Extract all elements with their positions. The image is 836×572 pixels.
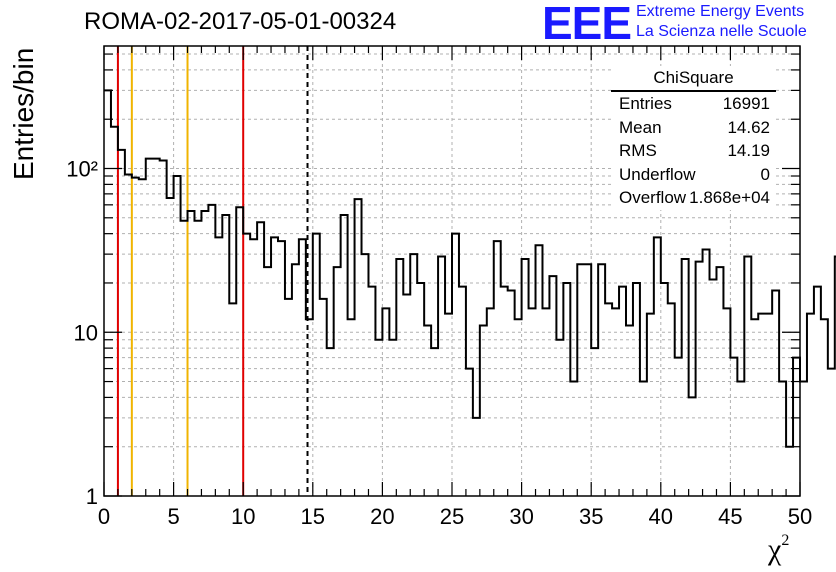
stats-title: ChiSquare: [611, 66, 776, 92]
stats-value: 14.62: [727, 117, 770, 137]
x-axis-label: χ2: [768, 532, 790, 566]
stats-key: Underflow: [619, 164, 696, 184]
stats-row-overflow: Overflow 1.868e+04: [611, 186, 776, 210]
x-tick-label: 5: [167, 504, 179, 529]
axis-tick-labels: 0 5 10 15 20 25 30 35 40 45 50 1 10 10²: [66, 157, 812, 529]
x-tick-label: 20: [370, 504, 394, 529]
stats-key: Entries: [619, 94, 672, 113]
eee-logo: EEE: [542, 0, 632, 49]
stats-key: Mean: [619, 117, 662, 137]
stats-value: 1.868e+04: [689, 188, 770, 207]
x-tick-label: 50: [788, 504, 812, 529]
x-tick-label: 35: [579, 504, 603, 529]
histogram-series: [104, 89, 836, 448]
axis-ticks: [103, 46, 801, 497]
stats-key: Overflow: [619, 188, 687, 207]
grid-lines: [104, 46, 800, 496]
stats-value: 14.19: [727, 141, 770, 160]
x-tick-label: 15: [301, 504, 325, 529]
stats-row-rms: RMS 14.19: [611, 139, 776, 163]
stats-box: ChiSquare Entries 16991 Mean 14.62 RMS 14.1…: [611, 66, 776, 210]
x-tick-label: 30: [509, 504, 533, 529]
stats-row-entries: Entries 16991: [611, 92, 776, 116]
y-tick-label: 10: [74, 320, 98, 345]
x-tick-label: 25: [440, 504, 464, 529]
brand-line-2: La Scienza nelle Scuole: [636, 23, 807, 40]
y-axis-label: Entries/bin: [8, 47, 39, 180]
stats-row-mean: Mean 14.62: [611, 116, 776, 140]
stats-row-underflow: Underflow 0: [611, 163, 776, 187]
x-tick-label: 10: [231, 504, 255, 529]
stats-key: RMS: [619, 141, 657, 160]
stats-value: 16991: [722, 94, 770, 113]
brand-line-1: Extreme Energy Events: [636, 3, 805, 20]
y-tick-label: 10²: [66, 157, 98, 182]
histogram-line: [104, 89, 836, 448]
page-title: ROMA-02-2017-05-01-00324: [84, 8, 397, 35]
x-tick-label: 40: [649, 504, 673, 529]
reference-lines: [116, 46, 309, 496]
y-tick-label: 1: [86, 484, 98, 509]
stats-value: 0: [760, 164, 770, 184]
x-tick-label: 0: [98, 504, 110, 529]
x-tick-label: 45: [718, 504, 742, 529]
